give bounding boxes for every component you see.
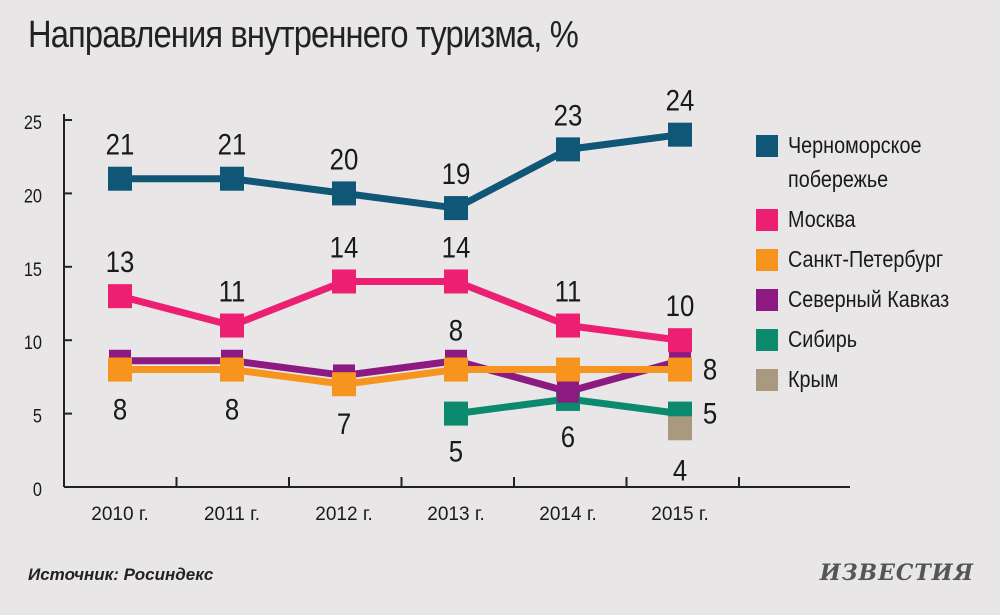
legend-label: Москва [788,206,856,232]
source-note: Источник: Росиндекс [28,565,214,584]
legend-item: Москва [756,202,996,236]
data-label: 8 [113,393,127,426]
x-tick-label: 2015 г. [651,504,708,525]
legend-swatch [756,135,778,157]
data-point [668,357,692,382]
legend-label: Сибирь [788,326,858,352]
data-point [668,328,692,353]
y-tick-label: 5 [33,405,42,426]
x-tick-label: 2010 г. [91,504,148,525]
data-point [332,372,356,397]
data-point [444,357,468,382]
x-tick-label: 2011 г. [204,504,260,525]
data-point [444,196,468,221]
data-label: 4 [673,453,687,486]
data-label: 21 [218,128,247,161]
data-point [220,357,244,382]
legend-swatch [756,209,778,231]
legend-label: Черноморское побережье [788,132,922,192]
data-label: 5 [449,435,463,468]
data-point [108,166,132,191]
legend-item: Крым [756,362,996,396]
y-tick-label: 20 [24,185,42,206]
data-label: 8 [449,314,463,347]
data-point [556,137,580,162]
data-point [556,313,580,338]
legend-swatch [756,249,778,271]
chart-legend: Черноморское побережье Москва Санкт-Пете… [756,128,996,402]
data-point [557,380,579,403]
data-label: 7 [337,407,351,440]
data-point [444,401,468,426]
data-point [332,269,356,294]
data-label: 6 [561,420,575,453]
data-label: 13 [106,245,135,278]
x-tick-label: 2012 г. [315,504,372,525]
data-label: 14 [330,231,359,264]
data-label: 19 [442,157,471,190]
data-point [668,122,692,147]
series-line [120,357,681,396]
y-tick-label: 15 [24,259,42,280]
series-line [119,277,681,344]
data-label: 24 [666,84,695,117]
x-tick-label: 2014 г. [539,504,596,525]
data-point [556,357,580,382]
chart-title: Направления внутреннего туризма, % [28,14,579,56]
data-label: 11 [555,275,582,308]
data-label: 10 [666,289,695,322]
legend-item: Северный Кавказ [756,282,996,316]
data-label: 20 [330,143,359,176]
legend-item: Санкт-Петербург [756,242,996,276]
data-label: 11 [219,275,246,308]
data-point [220,166,244,191]
data-point [220,313,244,338]
y-tick-label: 0 [33,479,42,500]
legend-swatch [756,329,778,351]
data-label: 21 [106,128,135,161]
data-label: 14 [442,231,471,264]
series-line [120,131,681,212]
data-label: 23 [554,99,583,132]
data-label: 8 [703,353,717,386]
data-point [332,181,356,206]
x-tick-label: 2013 г. [427,504,484,525]
series-line [120,366,680,388]
data-label: 8 [225,393,239,426]
legend-swatch [756,289,778,311]
legend-swatch [756,369,778,391]
legend-label: Санкт-Петербург [788,246,944,272]
legend-item: Черноморское побережье [756,128,996,196]
y-tick-label: 10 [24,332,42,353]
data-label: 5 [703,397,717,430]
data-point [108,284,132,309]
data-point [444,269,468,294]
data-point [108,357,132,382]
legend-label: Северный Кавказ [788,286,950,312]
legend-label: Крым [788,366,839,392]
publisher-logo: ИЗВЕСТИЯ [819,560,974,586]
legend-item: Сибирь [756,322,996,356]
y-tick-label: 25 [24,112,42,133]
data-point [668,416,692,441]
